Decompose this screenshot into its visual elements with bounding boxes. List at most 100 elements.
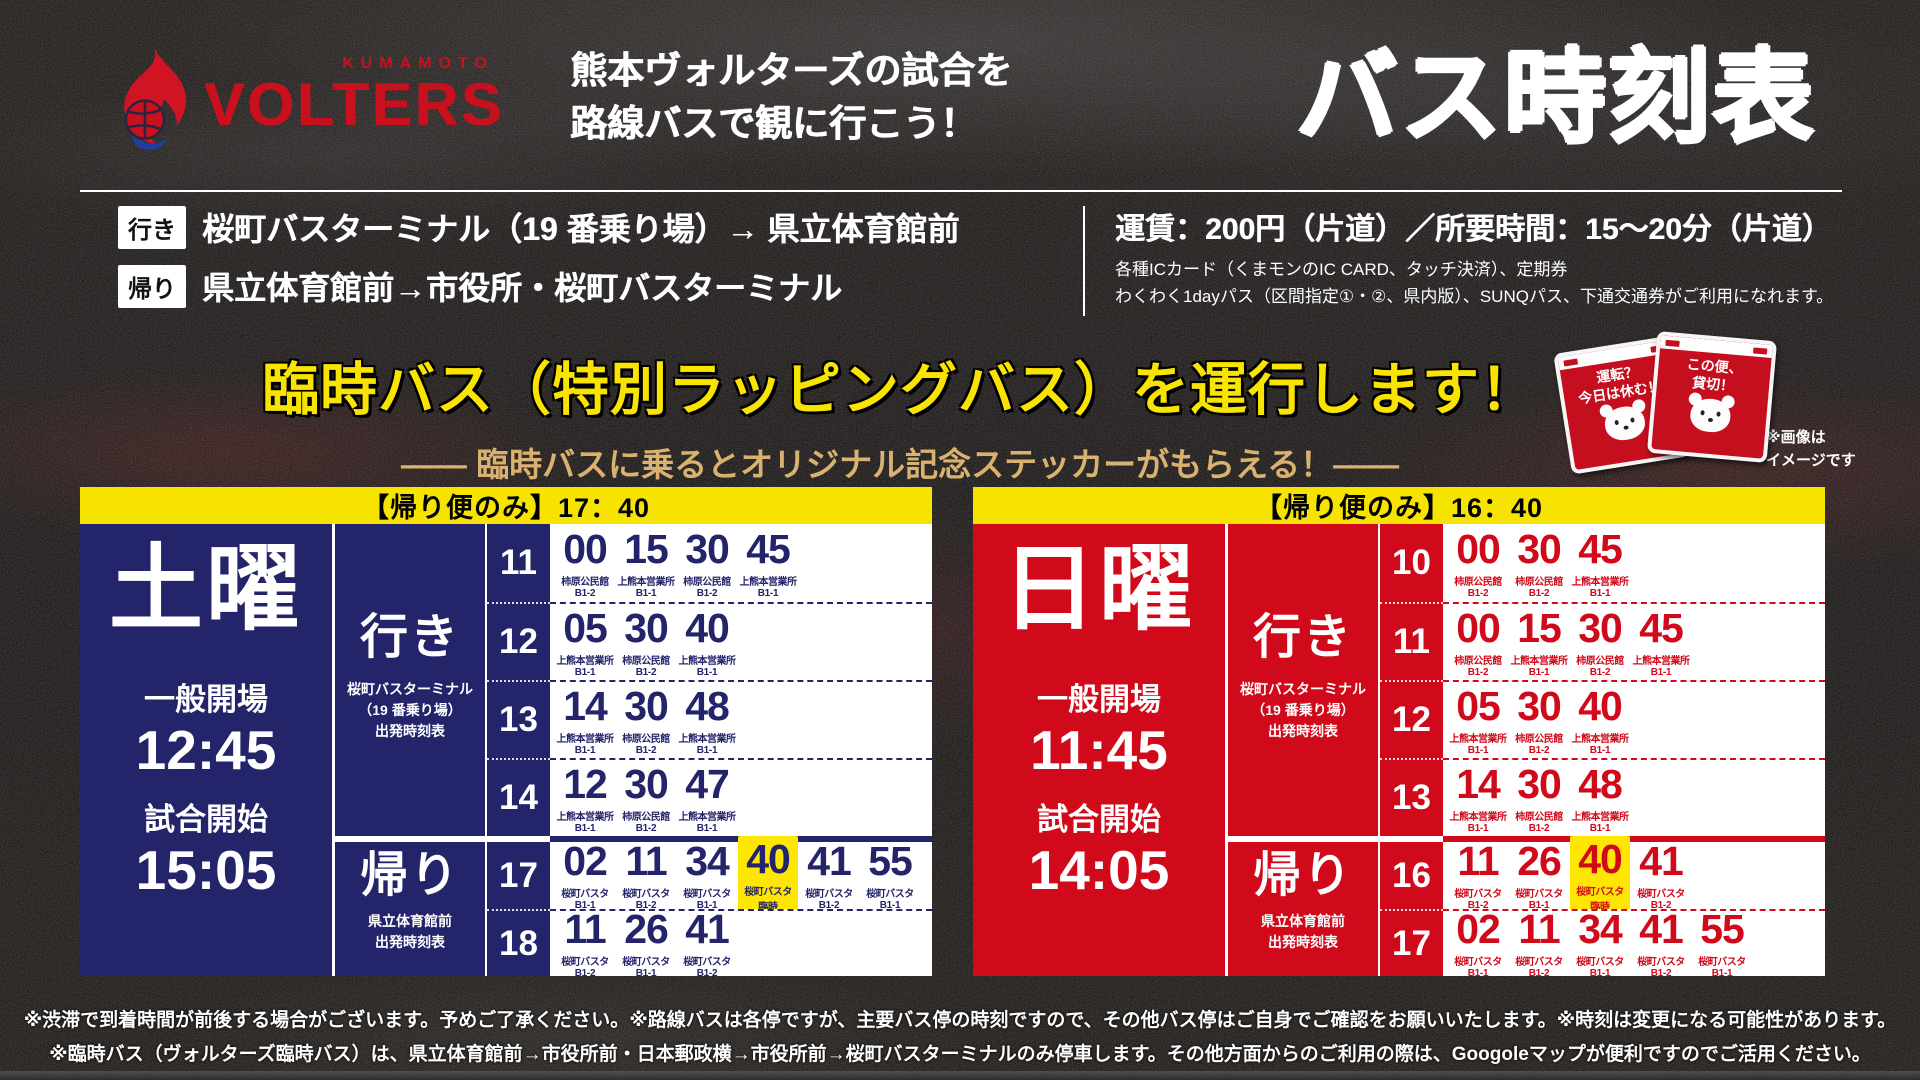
homebound-section: 帰り 県立体育館前 出発時刻表 16 11 桜町バスタ B1-2 26 桜町バスタ B1-1 40 桜…: [1228, 836, 1825, 979]
destination-label: 上熊本営業所: [1571, 733, 1630, 745]
doors-open-label: 一般開場: [144, 682, 268, 717]
destination-label: 桜町バスタ: [622, 889, 670, 900]
platform-label: B1-2: [1650, 968, 1672, 979]
time-cell: 26 桜町バスタ B1-1: [1509, 838, 1569, 913]
direction-column: 帰り 県立体育館前 出発時刻表: [1228, 842, 1378, 976]
day-label: 土曜: [108, 536, 303, 641]
sticker-images: 運転？ 今日は休む！ この便、 貸切！: [1553, 331, 1778, 476]
platform-label: B1-1: [696, 900, 718, 911]
platform-label: B1-1: [1650, 666, 1672, 678]
timetable-grid: 行き 桜町バスターミナル （19 番乗り場） 出発時刻表 10 00 柿原公民館 B1-2 30…: [1228, 524, 1825, 979]
hour-label: 13: [487, 680, 550, 758]
logo-kumamoto-text: KUMAMOTO: [342, 55, 494, 72]
time-cell-special: 40 桜町バスタ 臨時: [1570, 836, 1630, 915]
times-track: 14 上熊本営業所 B1-1 30 柿原公民館 B1-2 48 上熊本営業所 B1-1: [550, 680, 932, 758]
platform-label: B1-1: [574, 822, 596, 834]
platform-label: B1-1: [574, 666, 596, 678]
time-cell: 40 上熊本営業所 B1-1: [677, 605, 737, 680]
platform-label: B1-1: [1467, 822, 1489, 834]
destination-label: 上熊本営業所: [617, 576, 676, 588]
hour-label: 11: [1380, 602, 1443, 680]
route-info-section: 行き 桜町バスターミナル（19 番乗り場）→ 県立体育館前 帰り 県立体育館前→…: [118, 204, 1850, 322]
timetable-panel: 【帰り便のみ】16：40 日曜 一般開場 11:45 試合開始 14:05 行き…: [973, 487, 1825, 979]
doors-open-time: 12:45: [135, 719, 277, 781]
platform-label: B1-2: [1589, 666, 1611, 678]
destination-label: 上熊本営業所: [1449, 733, 1508, 745]
minute-value: 26: [1517, 838, 1562, 884]
time-cell: 05 上熊本営業所 B1-1: [555, 605, 615, 680]
minute-value: 41: [1639, 838, 1684, 884]
banner-headline: 臨時バス（特別ラッピングバス）を運行します！: [262, 358, 1538, 422]
hour-label: 16: [1380, 842, 1443, 909]
times-track: 14 上熊本営業所 B1-1 30 柿原公民館 B1-2 48 上熊本営業所 B1-1: [1443, 758, 1825, 836]
photo-bottom-band: [0, 1071, 1920, 1080]
sticker-right: この便、 貸切！: [1646, 331, 1778, 463]
day-column: 土曜 一般開場 12:45 試合開始 15:05: [80, 524, 335, 976]
platform-label: B1-2: [818, 900, 840, 911]
direction-note-line: （19 番乗り場）: [1251, 701, 1355, 718]
hour-label: 17: [1380, 909, 1443, 976]
timetable-row: 11 00 柿原公民館 B1-2 15 上熊本営業所 B1-1 30 柿原公民館 B1-2 45 上熊…: [487, 524, 932, 602]
time-cell: 41 桜町バスタ B1-2: [799, 838, 859, 913]
promo-line-2: 路線バスで観に行こう！: [569, 103, 977, 144]
time-cell: 14 上熊本営業所 B1-1: [555, 683, 615, 758]
logo-wordmark: KUMAMOTO VOLTERS: [204, 55, 504, 150]
outbound-route-row: 行き 桜町バスターミナル（19 番乗り場）→ 県立体育館前: [118, 204, 1083, 250]
homebound-section: 帰り 県立体育館前 出発時刻表 17 02 桜町バスタ B1-1 11 桜町バスタ B1-2 34 桜…: [335, 836, 932, 979]
doors-open-label: 一般開場: [1037, 682, 1161, 717]
destination-label: 上熊本営業所: [1632, 655, 1691, 667]
time-cell: 15 上熊本営業所 B1-1: [616, 526, 676, 601]
tipoff-time: 15:05: [135, 839, 277, 902]
platform-label: B1-1: [574, 744, 596, 756]
promo-copy: 熊本ヴォルターズの試合を 路線バスで観に行こう！: [570, 45, 1012, 150]
timetable-row: 11 00 柿原公民館 B1-2 15 上熊本営業所 B1-1 30 柿原公民館 B1-2 45 上熊…: [1380, 602, 1825, 680]
time-cell: 00 柿原公民館 B1-2: [1448, 526, 1508, 601]
time-cell: 45 上熊本営業所 B1-1: [738, 526, 798, 601]
destination-label: 柿原公民館: [683, 576, 731, 588]
hour-label: 18: [487, 909, 550, 976]
destination-label: 桜町バスタ: [1454, 889, 1502, 900]
time-cell: 30 柿原公民館 B1-2: [616, 683, 676, 758]
times-track: 05 上熊本営業所 B1-1 30 柿原公民館 B1-2 40 上熊本営業所 B1-1: [550, 602, 932, 680]
time-cell: 15 上熊本営業所 B1-1: [1509, 605, 1569, 680]
panel-header-bar: 【帰り便のみ】17：40: [80, 487, 932, 524]
destination-label: 桜町バスタ: [622, 957, 670, 968]
time-cell: 55 桜町バスタ B1-1: [860, 838, 920, 913]
time-cell: 55 桜町バスタ B1-1: [1692, 906, 1752, 981]
promo-line-1: 熊本ヴォルターズの試合を: [569, 50, 1013, 92]
timetable-rows: 10 00 柿原公民館 B1-2 30 柿原公民館 B1-2 45 上熊本営業所 B1-1 11 00…: [1378, 524, 1825, 836]
platform-label: B1-2: [696, 587, 718, 599]
platform-label: B1-2: [1467, 587, 1489, 599]
time-cell: 14 上熊本営業所 B1-1: [1448, 761, 1508, 836]
minute-value: 41: [685, 906, 730, 952]
route-list: 行き 桜町バスターミナル（19 番乗り場）→ 県立体育館前 帰り 県立体育館前→…: [118, 204, 1083, 322]
day-column: 日曜 一般開場 11:45 試合開始 14:05: [973, 524, 1228, 976]
platform-label: B1-2: [574, 968, 596, 979]
destination-label: 上熊本営業所: [678, 655, 737, 667]
platform-label: B1-1: [1711, 968, 1733, 979]
return-route-row: 帰り 県立体育館前→市役所・桜町バスターミナル: [118, 263, 1083, 309]
direction-note: 県立体育館前 出発時刻表: [368, 911, 452, 953]
minute-value: 34: [1578, 906, 1623, 952]
minute-value: 48: [1578, 760, 1623, 807]
minute-value: 11: [564, 906, 606, 952]
minute-value: 11: [1518, 906, 1560, 952]
hour-label: 13: [1380, 758, 1443, 836]
platform-label: B1-2: [1467, 900, 1489, 911]
minute-value: 14: [563, 682, 608, 729]
timetable-row: 14 12 上熊本営業所 B1-1 30 柿原公民館 B1-2 47 上熊本営業所 B1-1: [487, 758, 932, 836]
direction-note: 桜町バスターミナル （19 番乗り場） 出発時刻表: [347, 679, 473, 742]
direction-note-line: 県立体育館前: [1261, 912, 1345, 929]
direction-note-line: 出発時刻表: [375, 722, 445, 739]
timetable-row: 13 14 上熊本営業所 B1-1 30 柿原公民館 B1-2 48 上熊本営業所 B1-1: [487, 680, 932, 758]
tipoff-label: 試合開始: [1037, 802, 1161, 838]
time-cell: 00 柿原公民館 B1-2: [1448, 605, 1508, 680]
direction-note-line: 県立体育館前: [368, 912, 452, 929]
fare-main-text: 運賃：200円（片道）／所要時間：15〜20分（片道）: [1115, 213, 1832, 246]
minute-value: 40: [1578, 836, 1623, 882]
direction-label: 帰り: [1252, 849, 1353, 902]
minute-value: 40: [746, 836, 791, 882]
platform-label: 臨時: [1590, 902, 1610, 913]
time-cell: 41 桜町バスタ B1-2: [677, 906, 737, 981]
destination-label: 桜町バスタ: [683, 889, 731, 900]
